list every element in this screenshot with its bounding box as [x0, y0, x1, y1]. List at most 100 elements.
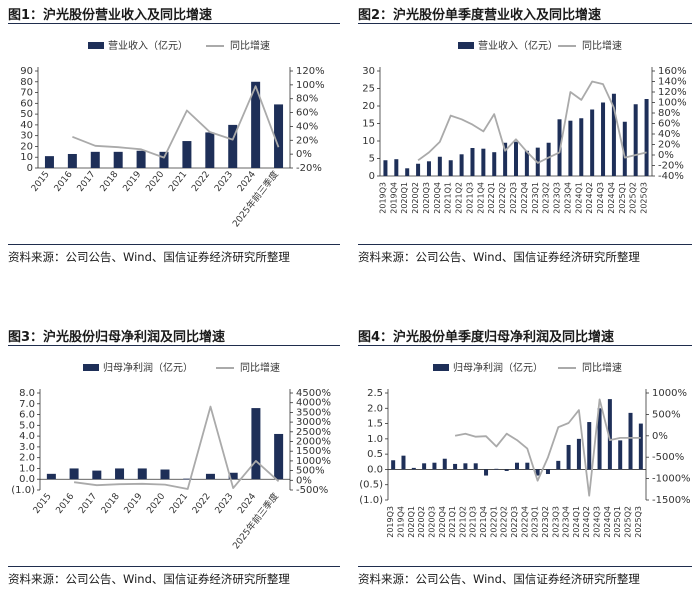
x-tick-label: 2020Q3 — [427, 506, 436, 538]
y-tick-label-left: 15 — [362, 119, 375, 130]
y-tick-label-right: 140% — [658, 77, 687, 88]
x-tick-label: 2022Q1 — [489, 506, 498, 538]
x-tick-label: 2023 — [213, 170, 235, 194]
y-tick-label-right: -40% — [658, 171, 684, 182]
y-tick-label-right: -1000% — [652, 474, 691, 485]
x-tick-label: 2020Q2 — [411, 182, 420, 214]
bar — [405, 168, 410, 176]
y-tick-label-right: 60% — [296, 108, 318, 119]
bar — [590, 109, 595, 176]
chart-title: 图4：沪光股份单季度归母净利润及同比增速 — [358, 330, 615, 345]
chart-svg: 营业收入（亿元） 同比增速 0 5 10 15 20 25 30 -40%-20%0%20%40%… — [362, 39, 687, 214]
y-tick-label-left: 2.5 — [367, 388, 383, 399]
legend-swatch-bar — [83, 364, 99, 371]
source-rule — [8, 566, 340, 567]
bar — [546, 142, 551, 176]
x-tick-label: 2022Q2 — [498, 182, 507, 214]
legend-label-line: 同比增速 — [582, 39, 622, 52]
legend-label-line: 同比增速 — [582, 361, 622, 374]
bar — [46, 473, 56, 480]
y-tick-label-right: 2000% — [296, 437, 331, 448]
y-tick-label-right: -1500% — [652, 495, 691, 506]
x-tick-label: 2021Q2 — [458, 506, 467, 538]
y-tick-label-right: -500% — [652, 452, 684, 463]
x-tick-label: 2020Q4 — [433, 182, 442, 214]
legend-label-line: 同比增速 — [240, 361, 280, 374]
x-tick-label: 2024Q1 — [574, 182, 583, 214]
bar — [448, 160, 453, 176]
x-tick-label: 2020Q1 — [407, 506, 416, 538]
bar — [463, 463, 468, 470]
x-tick-label: 2023Q1 — [531, 506, 540, 538]
x-tick-label: 2019 — [123, 491, 145, 515]
bar — [494, 468, 499, 470]
y-tick-label-left: 0.5 — [367, 449, 383, 460]
x-tick-label: 2023Q4 — [562, 506, 571, 538]
chart-svg: 归母净利润（亿元） 同比增速 (1.0)0.01.02.03.04.05.06.07… — [11, 361, 331, 551]
x-tick-label: 2021Q2 — [455, 182, 464, 214]
x-tick-label: 2017 — [76, 170, 98, 194]
bar — [136, 150, 146, 168]
bar — [587, 422, 592, 470]
panel-fig2: 图2：沪光股份单季度营业收入及同比增速 营业收入（亿元） 同比增速 0 5 10 15 20… — [358, 4, 692, 266]
chart-svg: 归母净利润（亿元） 同比增速 (1.0) (0.5) 0.0 0.5 1.0 1.5 2.0 2.… — [359, 361, 691, 538]
legend-label-bar: 营业收入（亿元） — [478, 39, 558, 52]
y-tick-label-left: 5 — [369, 154, 375, 165]
bar — [524, 150, 529, 176]
bar — [442, 458, 447, 470]
x-tick-label: 2017 — [77, 492, 99, 516]
x-tick-label: 2022Q2 — [500, 506, 509, 538]
bar — [183, 478, 193, 480]
x-tick-label: 2019Q4 — [396, 506, 405, 538]
x-tick-label: 2019Q3 — [378, 182, 387, 214]
x-tick-label: 2022Q4 — [520, 182, 529, 214]
y-tick-label-left: 80 — [20, 77, 33, 88]
bar — [251, 408, 261, 480]
legend-label-line: 同比增速 — [230, 39, 270, 52]
y-tick-label-right: 0% — [296, 149, 312, 160]
y-tick-label-left: 90 — [20, 66, 33, 77]
x-tick-label: 2020 — [144, 169, 166, 193]
x-tick-label: 2021Q1 — [448, 506, 457, 538]
growth-line — [454, 398, 641, 497]
legend-swatch-bar — [458, 42, 474, 49]
x-tick-label: 2025Q1 — [613, 506, 622, 538]
y-tick-label-right: 500% — [296, 466, 325, 477]
legend-swatch-bar — [88, 42, 104, 49]
y-tick-label-right: 20% — [658, 140, 680, 151]
x-tick-label: 2021Q1 — [444, 182, 453, 214]
y-tick-label-left: 20 — [362, 101, 375, 112]
x-tick-label: 2025Q3 — [634, 506, 643, 538]
bar — [416, 163, 421, 176]
bar — [115, 468, 125, 480]
y-tick-label-right: 120% — [658, 87, 687, 98]
bar — [159, 151, 169, 168]
y-tick-label-left: 30 — [20, 131, 33, 142]
y-tick-label-left: 5.0 — [19, 420, 35, 431]
source-note: 资料来源：公司公告、Wind、国信证券经济研究所整理 — [358, 572, 640, 586]
y-tick-label-left: (1.0) — [11, 485, 35, 496]
bar — [44, 156, 54, 168]
bar — [622, 121, 627, 176]
growth-line — [417, 80, 647, 164]
bar — [515, 462, 519, 470]
x-tick-label: 2019Q3 — [386, 506, 395, 538]
x-tick-label: 2020Q1 — [400, 182, 409, 214]
y-tick-label-right: 4000% — [296, 398, 331, 409]
bar — [137, 468, 147, 480]
title-rule — [358, 345, 692, 346]
bar — [579, 118, 584, 176]
panel-fig3: 图3：沪光股份归母净利润及同比增速 归母净利润（亿元） 同比增速 (1.0) 0.0 1… — [8, 326, 340, 588]
y-tick-label-right: 60% — [658, 119, 680, 130]
legend-label-bar: 归母净利润（亿元） — [453, 361, 543, 374]
y-tick-label-left: 60 — [20, 98, 33, 109]
y-tick-label-right: 4500% — [296, 388, 331, 399]
y-tick-label-left: 10 — [362, 136, 375, 147]
bar — [182, 141, 192, 168]
source-note: 资料来源：公司公告、Wind、国信证券经济研究所整理 — [8, 250, 290, 264]
legend-label-bar: 营业收入（亿元） — [108, 39, 188, 52]
bar — [535, 469, 540, 476]
bar — [383, 160, 388, 176]
y-tick-label-left: 1.0 — [367, 434, 383, 445]
x-tick-label: 2023Q3 — [551, 506, 560, 538]
